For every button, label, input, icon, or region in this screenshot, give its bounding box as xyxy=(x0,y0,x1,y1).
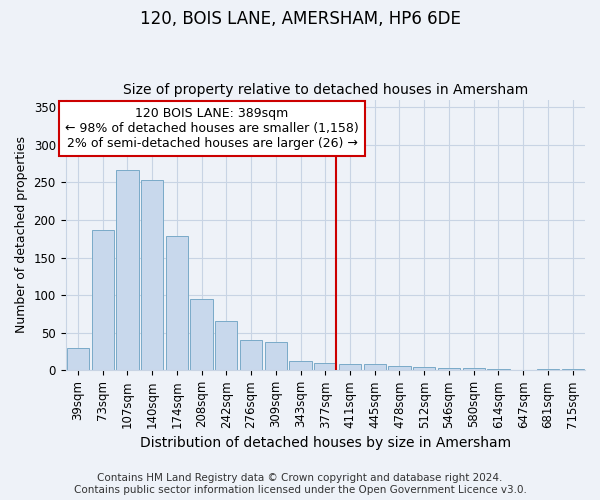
Y-axis label: Number of detached properties: Number of detached properties xyxy=(15,136,28,334)
Bar xyxy=(190,299,213,370)
Text: 120 BOIS LANE: 389sqm
← 98% of detached houses are smaller (1,158)
2% of semi-de: 120 BOIS LANE: 389sqm ← 98% of detached … xyxy=(65,107,359,150)
Bar xyxy=(562,369,584,370)
Bar xyxy=(240,340,262,370)
Bar xyxy=(116,170,139,370)
Bar xyxy=(364,364,386,370)
Bar xyxy=(289,362,311,370)
Bar xyxy=(339,364,361,370)
X-axis label: Distribution of detached houses by size in Amersham: Distribution of detached houses by size … xyxy=(140,436,511,450)
Bar xyxy=(265,342,287,370)
Text: Contains HM Land Registry data © Crown copyright and database right 2024.
Contai: Contains HM Land Registry data © Crown c… xyxy=(74,474,526,495)
Title: Size of property relative to detached houses in Amersham: Size of property relative to detached ho… xyxy=(122,83,528,97)
Bar xyxy=(413,366,436,370)
Bar xyxy=(67,348,89,370)
Bar xyxy=(92,230,114,370)
Bar xyxy=(314,363,337,370)
Bar xyxy=(537,369,559,370)
Bar xyxy=(487,369,509,370)
Bar xyxy=(166,236,188,370)
Bar xyxy=(215,322,238,370)
Bar xyxy=(463,368,485,370)
Bar xyxy=(438,368,460,370)
Bar xyxy=(388,366,410,370)
Bar xyxy=(141,180,163,370)
Text: 120, BOIS LANE, AMERSHAM, HP6 6DE: 120, BOIS LANE, AMERSHAM, HP6 6DE xyxy=(140,10,460,28)
